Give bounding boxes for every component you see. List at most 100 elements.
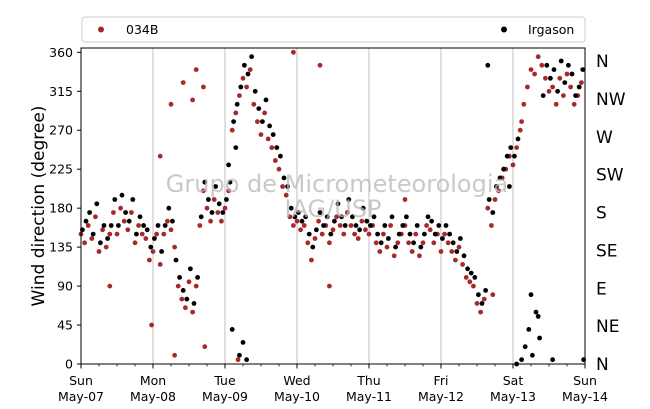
compass-label: N [596,355,609,375]
point-034b [211,197,217,202]
point-irgason [368,223,373,228]
point-034b [539,62,545,68]
point-irgason [206,197,211,202]
point-034b [118,205,123,211]
x-tick-day: Sun [573,373,597,388]
point-irgason [98,240,103,246]
point-irgason [177,275,183,280]
legend-label-034b: 034B [126,22,158,37]
point-034b [550,84,555,90]
point-irgason [497,175,503,181]
point-irgason [234,101,240,107]
point-034b [186,279,192,285]
point-irgason [317,210,323,215]
point-irgason [278,153,283,159]
legend-label-irgason: Irgason [528,22,574,37]
point-irgason [108,223,114,228]
point-irgason [378,240,384,246]
point-034b [420,240,426,246]
point-irgason [249,54,255,60]
point-irgason [537,335,542,341]
point-irgason [436,223,442,228]
point-irgason [468,270,474,276]
point-034b [273,158,278,163]
point-irgason [357,227,362,233]
watermark-line-2: IAG/USP [284,195,381,223]
point-irgason [454,249,460,254]
point-034b [316,218,321,224]
point-034b [337,223,343,228]
point-irgason [494,184,499,189]
x-tick-date: May-07 [58,389,104,404]
point-irgason [533,309,539,315]
point-034b [481,296,487,302]
point-034b [111,210,116,215]
point-034b [543,75,548,81]
point-034b [168,227,174,233]
point-irgason [530,352,535,358]
point-034b [359,218,365,224]
point-irgason [535,314,541,319]
point-034b [143,236,149,241]
compass-label: SE [596,241,618,261]
point-034b [438,249,444,254]
point-034b [201,84,206,90]
compass-label: W [596,128,613,148]
point-034b [384,244,390,250]
point-irgason [224,197,229,202]
point-irgason [240,340,246,345]
point-034b [107,283,113,289]
point-034b [377,249,383,254]
point-irgason [202,179,208,185]
compass-label: NW [596,90,626,110]
point-irgason [152,236,157,241]
point-irgason [528,292,534,298]
point-034b [129,210,134,215]
point-034b [147,257,152,263]
point-irgason [229,327,235,332]
point-irgason [573,93,578,98]
point-034b [294,218,300,224]
point-034b [309,257,314,263]
point-034b [276,166,282,172]
point-irgason [306,231,312,237]
point-034b [546,88,552,94]
point-034b [193,67,199,72]
y-axis-ticks: 0 45 90 135 180 225 270 315 360 [49,45,81,372]
point-irgason [490,210,496,215]
point-034b [341,231,347,237]
point-irgason [314,227,319,233]
point-034b [525,84,530,90]
compass-label: E [596,279,607,299]
point-034b [190,97,196,103]
point-034b [478,309,483,315]
point-irgason [425,214,431,220]
point-irgason [507,184,512,189]
point-irgason [299,218,305,224]
point-irgason [386,236,391,241]
y-tick-label: 90 [57,279,73,294]
point-irgason [418,244,424,250]
x-tick-day: Tue [213,373,236,388]
point-034b [183,305,188,311]
point-034b [521,101,527,107]
point-034b [305,240,311,246]
point-034b [496,188,501,194]
point-034b [161,231,167,237]
point-irgason [400,223,406,228]
point-034b [229,127,235,133]
x-tick-day: Mon [140,373,166,388]
point-irgason [130,197,136,202]
point-irgason [375,231,380,237]
point-irgason [159,249,165,254]
point-irgason [198,214,204,220]
compass-labels: N NE E SE S SW W NW N [596,52,626,375]
point-034b [107,231,113,237]
point-irgason [569,71,575,77]
point-034b [453,257,458,263]
point-034b [175,283,181,289]
point-irgason [180,288,186,293]
point-irgason [371,214,377,220]
point-034b [197,223,203,228]
